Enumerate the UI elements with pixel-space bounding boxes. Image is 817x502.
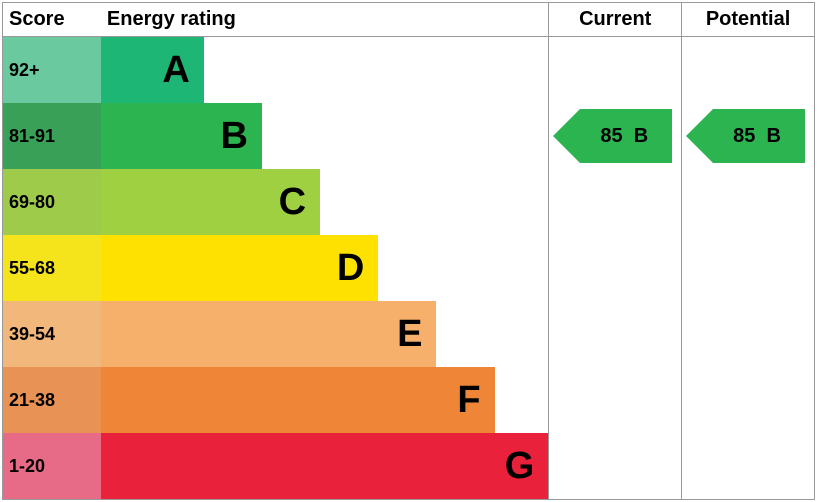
- rating-letter: C: [279, 181, 306, 224]
- score-range: 81-91: [3, 103, 101, 169]
- current-cell: [548, 367, 681, 433]
- current-cell: [548, 169, 681, 235]
- current-cell: [548, 301, 681, 367]
- potential-tag: 85 B: [713, 109, 805, 163]
- potential-cell: [681, 433, 814, 499]
- header-rating: Energy rating: [101, 3, 548, 36]
- tag-label: 85 B: [733, 125, 781, 148]
- score-range: 21-38: [3, 367, 101, 433]
- rating-bar: A: [101, 37, 204, 103]
- rating-letter: F: [457, 379, 480, 422]
- current-cell: [548, 235, 681, 301]
- score-range: 1-20: [3, 433, 101, 499]
- rating-row-a: 92+ A: [3, 37, 814, 103]
- potential-cell: [681, 235, 814, 301]
- energy-rating-chart: Score Energy rating Current Potential 92…: [2, 2, 815, 500]
- rating-row-e: 39-54 E: [3, 301, 814, 367]
- rating-bar-area: G: [101, 433, 548, 499]
- rating-row-g: 1-20 G: [3, 433, 814, 499]
- rating-bar: B: [101, 103, 262, 169]
- rating-row-f: 21-38 F: [3, 367, 814, 433]
- rating-bar-area: C: [101, 169, 548, 235]
- header-current: Current: [548, 3, 681, 36]
- rating-row-c: 69-80 C: [3, 169, 814, 235]
- rating-bar: F: [101, 367, 495, 433]
- potential-cell: [681, 37, 814, 103]
- score-range: 92+: [3, 37, 101, 103]
- rating-bar-area: B: [101, 103, 548, 169]
- score-range: 55-68: [3, 235, 101, 301]
- rating-letter: G: [505, 445, 535, 488]
- tag-label: 85 B: [600, 125, 648, 148]
- score-range: 69-80: [3, 169, 101, 235]
- rating-bar-area: A: [101, 37, 548, 103]
- rating-bar-area: F: [101, 367, 548, 433]
- arrow-left-icon: [686, 109, 713, 163]
- potential-cell: [681, 169, 814, 235]
- rating-row-d: 55-68 D: [3, 235, 814, 301]
- arrow-left-icon: [553, 109, 580, 163]
- rating-bar: G: [101, 433, 548, 499]
- rating-bar-area: D: [101, 235, 548, 301]
- rating-letter: A: [162, 49, 189, 92]
- potential-cell: [681, 301, 814, 367]
- rating-bar: C: [101, 169, 320, 235]
- rating-letter: E: [397, 313, 422, 356]
- header-potential: Potential: [681, 3, 814, 36]
- rating-bar-area: E: [101, 301, 548, 367]
- current-cell: [548, 37, 681, 103]
- potential-cell: 85 B: [681, 103, 814, 169]
- potential-cell: [681, 367, 814, 433]
- rating-bar: E: [101, 301, 437, 367]
- rating-letter: B: [221, 115, 248, 158]
- score-range: 39-54: [3, 301, 101, 367]
- header-score: Score: [3, 3, 101, 36]
- chart-header-row: Score Energy rating Current Potential: [3, 3, 814, 37]
- rating-letter: D: [337, 247, 364, 290]
- current-tag: 85 B: [580, 109, 672, 163]
- current-cell: 85 B: [548, 103, 681, 169]
- rating-row-b: 81-91 B 85 B 85 B: [3, 103, 814, 169]
- rating-bar: D: [101, 235, 378, 301]
- current-cell: [548, 433, 681, 499]
